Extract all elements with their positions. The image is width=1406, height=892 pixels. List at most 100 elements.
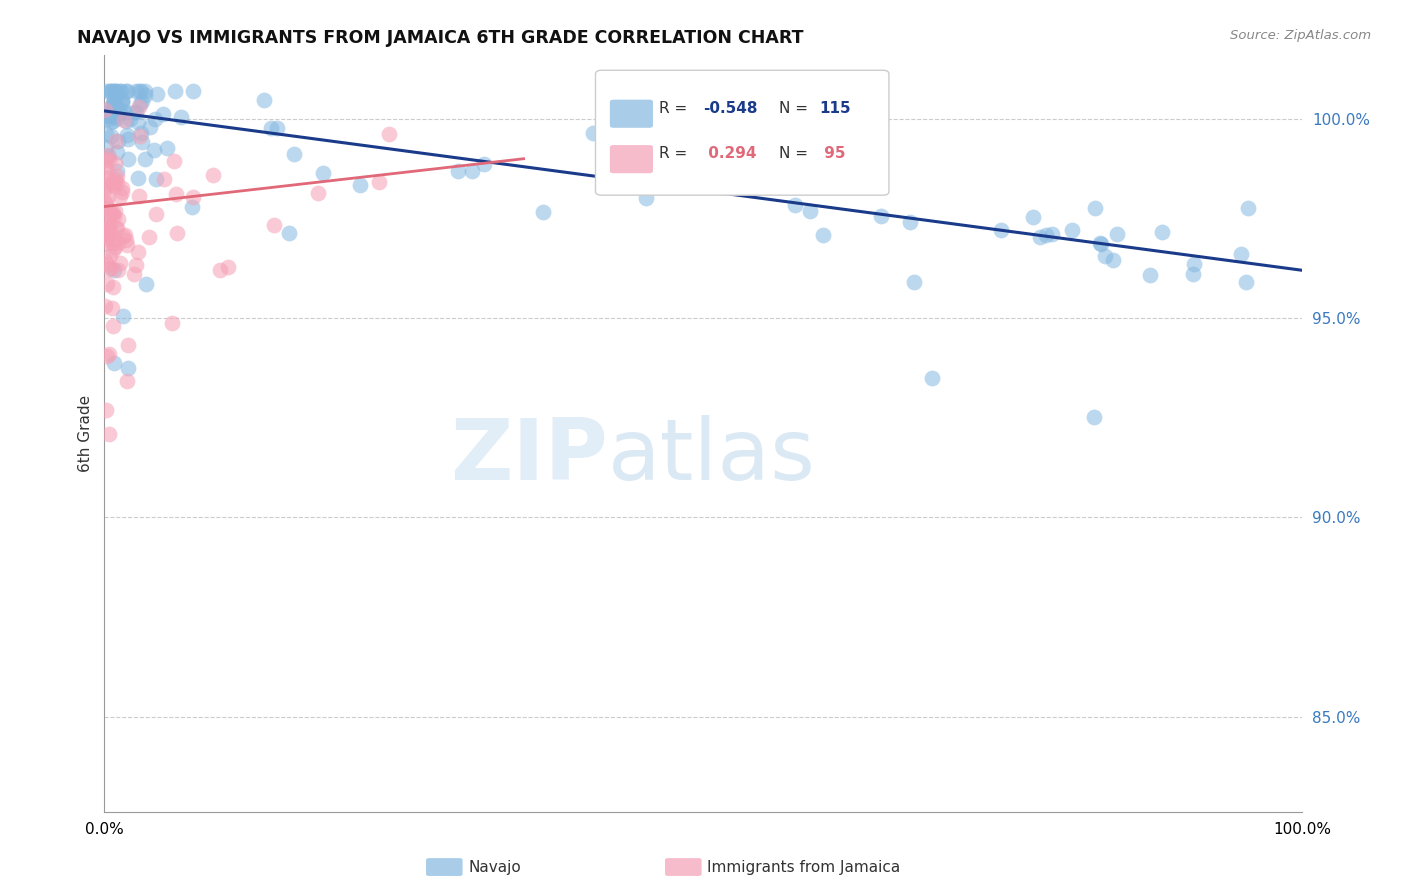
Point bbox=[105, 221, 128, 235]
Text: Immigrants from Jamaica: Immigrants from Jamaica bbox=[707, 860, 900, 874]
Point bbox=[903, 275, 925, 289]
Point bbox=[209, 263, 232, 277]
Point bbox=[180, 200, 202, 214]
Text: R =: R = bbox=[659, 146, 688, 161]
Point bbox=[101, 114, 124, 128]
Point bbox=[96, 230, 118, 244]
Point bbox=[472, 157, 495, 171]
Point bbox=[117, 337, 139, 351]
Text: atlas: atlas bbox=[607, 415, 815, 498]
Point bbox=[134, 87, 156, 102]
Point bbox=[97, 190, 120, 204]
Point bbox=[97, 212, 120, 227]
Point bbox=[97, 261, 120, 276]
Point bbox=[1230, 247, 1253, 261]
Point bbox=[152, 106, 174, 120]
Point bbox=[1234, 275, 1257, 289]
Point bbox=[143, 144, 166, 158]
Text: R =: R = bbox=[659, 101, 688, 116]
Point bbox=[100, 114, 122, 128]
Point bbox=[108, 188, 131, 202]
Point bbox=[112, 113, 135, 128]
Point bbox=[1181, 268, 1204, 282]
Point bbox=[134, 153, 156, 167]
Point bbox=[101, 103, 124, 117]
Point bbox=[124, 258, 146, 272]
Point bbox=[122, 104, 145, 119]
Point bbox=[112, 309, 135, 323]
Point bbox=[101, 206, 124, 220]
Point bbox=[110, 84, 132, 98]
Point bbox=[101, 178, 124, 192]
Point bbox=[100, 261, 122, 276]
Point bbox=[127, 115, 149, 129]
Point bbox=[139, 120, 162, 134]
Text: 0.294: 0.294 bbox=[703, 146, 756, 161]
Point bbox=[97, 218, 120, 232]
Point bbox=[1084, 201, 1107, 215]
Point bbox=[160, 316, 183, 330]
Point bbox=[117, 152, 139, 166]
Point bbox=[117, 132, 139, 146]
Point bbox=[103, 84, 125, 98]
Point bbox=[111, 93, 134, 107]
Point bbox=[107, 236, 129, 251]
Point bbox=[103, 109, 125, 123]
Point bbox=[96, 152, 118, 166]
Point bbox=[110, 84, 132, 98]
Point bbox=[124, 105, 146, 120]
Point bbox=[870, 209, 893, 223]
Point bbox=[94, 196, 117, 211]
Point bbox=[138, 230, 160, 244]
Point bbox=[266, 120, 288, 135]
Point bbox=[146, 87, 169, 102]
Point bbox=[117, 361, 139, 376]
Point bbox=[1150, 225, 1173, 239]
Point bbox=[131, 135, 153, 149]
Point bbox=[107, 134, 129, 148]
Point bbox=[312, 166, 335, 180]
Point bbox=[103, 262, 125, 277]
Point bbox=[921, 371, 943, 385]
Point bbox=[105, 169, 128, 183]
Point bbox=[103, 235, 125, 250]
Point bbox=[101, 280, 124, 294]
Point bbox=[581, 126, 603, 140]
Point bbox=[104, 204, 127, 219]
Point bbox=[120, 112, 142, 126]
Point bbox=[96, 257, 118, 271]
Point bbox=[98, 347, 121, 361]
FancyBboxPatch shape bbox=[610, 100, 652, 128]
Point bbox=[101, 243, 124, 257]
Point bbox=[94, 403, 117, 417]
Text: Source: ZipAtlas.com: Source: ZipAtlas.com bbox=[1230, 29, 1371, 42]
Point bbox=[134, 84, 156, 98]
Point bbox=[129, 84, 152, 98]
Point bbox=[135, 277, 157, 291]
Point bbox=[131, 95, 153, 109]
Point bbox=[98, 177, 121, 191]
Point bbox=[100, 104, 122, 119]
Point bbox=[128, 188, 150, 202]
Point bbox=[129, 96, 152, 111]
Point bbox=[114, 228, 136, 243]
Point bbox=[100, 207, 122, 221]
Point bbox=[98, 249, 121, 263]
Point bbox=[108, 103, 131, 117]
Point bbox=[114, 114, 136, 128]
Point bbox=[307, 186, 329, 200]
FancyBboxPatch shape bbox=[610, 145, 652, 173]
Point bbox=[107, 103, 129, 117]
Point bbox=[104, 95, 127, 109]
Point bbox=[1040, 227, 1063, 242]
Point bbox=[1035, 228, 1057, 243]
Point bbox=[94, 254, 117, 268]
Point bbox=[114, 105, 136, 120]
Point bbox=[104, 84, 127, 98]
Point bbox=[108, 255, 131, 269]
Point bbox=[153, 172, 176, 186]
Point bbox=[96, 277, 118, 291]
Point bbox=[278, 226, 301, 240]
Point bbox=[115, 374, 138, 388]
Point bbox=[105, 221, 128, 235]
